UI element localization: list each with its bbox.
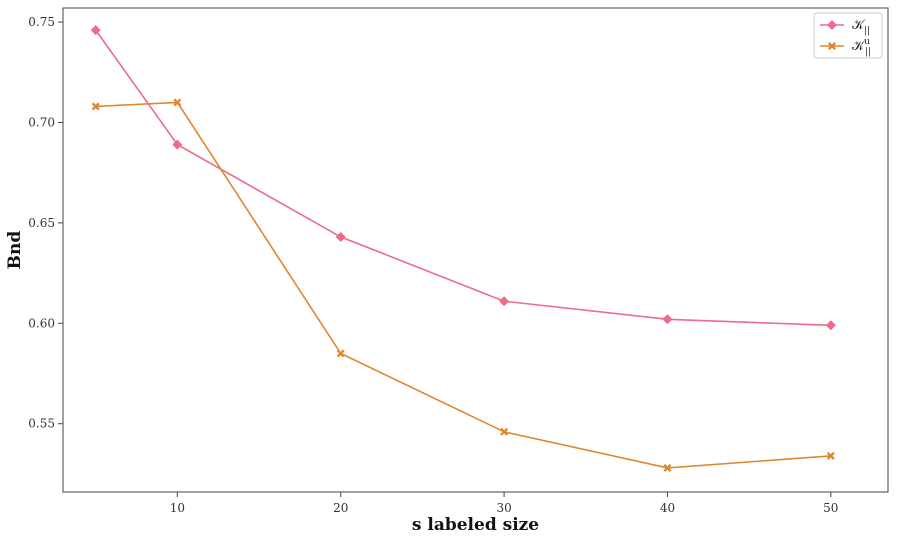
data-point <box>172 139 183 150</box>
legend-marker-series-0 <box>827 20 837 30</box>
data-point <box>336 349 345 358</box>
x-tick-label: 50 <box>823 501 838 515</box>
legend-label-sub: || <box>865 47 871 57</box>
data-point <box>173 98 182 107</box>
data-point <box>826 451 835 460</box>
legend-marker-series-1 <box>828 42 836 50</box>
x-tick-label: 20 <box>333 501 348 515</box>
series-line-1 <box>95 101 831 469</box>
y-tick-label: 0.60 <box>28 316 55 330</box>
y-tick-label: 0.75 <box>28 15 55 29</box>
plot-frame <box>62 7 889 493</box>
legend-label-series-1: 𝒦u || <box>852 37 871 57</box>
data-point <box>91 102 100 111</box>
y-axis: 0.55 0.60 0.65 0.70 0.75 <box>28 15 63 431</box>
data-point <box>825 320 836 331</box>
data-point <box>499 296 510 307</box>
legend: 𝒦|| 𝒦u || <box>813 12 883 59</box>
plot-content <box>90 25 836 472</box>
legend-label-main: 𝒦 <box>852 39 866 54</box>
data-point <box>663 463 672 472</box>
x-axis: 10 20 30 40 50 <box>170 492 838 515</box>
series-0 <box>90 25 836 331</box>
legend-item-series-0: 𝒦|| <box>820 18 870 36</box>
data-point <box>335 231 346 242</box>
legend-item-series-1: 𝒦u || <box>820 37 871 57</box>
x-tick-label: 10 <box>170 501 185 515</box>
legend-label-main: 𝒦 <box>852 18 866 33</box>
legend-label-sub: || <box>864 26 870 36</box>
y-tick-label: 0.70 <box>28 115 55 129</box>
legend-label-sup: u <box>864 37 870 47</box>
y-tick-label: 0.65 <box>28 216 55 230</box>
y-tick-label: 0.55 <box>28 417 55 431</box>
series-1 <box>91 98 835 472</box>
legend-label-series-0: 𝒦|| <box>852 18 870 36</box>
data-point <box>662 314 673 325</box>
x-axis-title: s labeled size <box>412 515 539 535</box>
x-tick-label: 40 <box>660 501 675 515</box>
x-tick-label: 30 <box>496 501 511 515</box>
series-line-0 <box>95 29 831 327</box>
data-point <box>500 427 509 436</box>
y-axis-title: Bnd <box>5 231 25 270</box>
data-point <box>90 25 101 36</box>
legend-box <box>813 12 883 59</box>
